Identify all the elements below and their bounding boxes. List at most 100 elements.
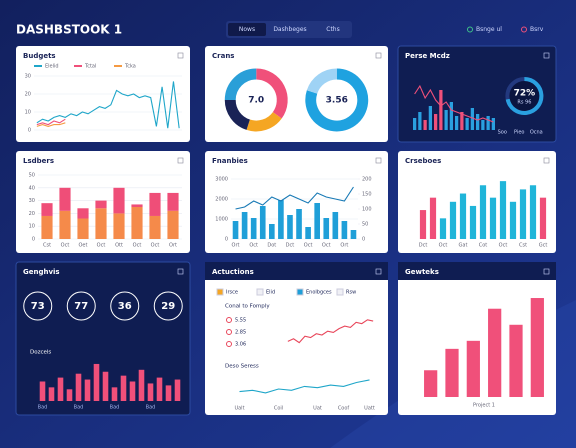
- bar: [423, 120, 427, 130]
- chart-title: Conal to Fomply: [225, 304, 270, 310]
- ring-value: 36: [118, 301, 132, 312]
- header-link[interactable]: Bsrv: [530, 26, 544, 33]
- bar: [341, 221, 348, 239]
- tick-label: 50: [362, 222, 368, 228]
- tab[interactable]: Cths: [326, 26, 339, 33]
- bar: [39, 381, 46, 401]
- panel: Lsdbers 0 10 20 30 40 50 Cst Oct Oet Oct Ott Oct Oct O…: [16, 151, 190, 253]
- panel: Gewteks Project 1: [398, 262, 556, 415]
- bar: [287, 215, 293, 239]
- link-icon[interactable]: [521, 26, 527, 33]
- panel-menu[interactable]: [177, 52, 184, 59]
- ring: [153, 291, 183, 321]
- bar: [95, 200, 107, 209]
- panel-menu[interactable]: [375, 52, 382, 59]
- bar: [445, 348, 459, 397]
- x-tick-label: Uatt: [364, 406, 375, 412]
- tick-label: 0: [362, 237, 365, 243]
- tick-label: 1000: [215, 217, 228, 223]
- panel-menu[interactable]: [543, 157, 550, 164]
- chip-label: Enolbgces: [306, 290, 332, 296]
- tick-label: 20: [29, 211, 35, 217]
- bar: [113, 187, 125, 214]
- panel-menu[interactable]: [543, 52, 550, 59]
- donut-center: 3.56: [326, 96, 348, 106]
- panel-title: Perse Mcdz: [405, 52, 450, 60]
- bar: [75, 373, 82, 401]
- bar: [465, 118, 469, 130]
- bar: [433, 114, 438, 130]
- bar: [250, 218, 257, 239]
- bar: [41, 203, 53, 216]
- line: [235, 186, 354, 210]
- bar: [278, 200, 284, 239]
- tick-label: 0: [32, 237, 35, 243]
- tick-label: 0: [225, 237, 228, 243]
- panel-menu[interactable]: [375, 268, 382, 275]
- donut-segment: [246, 111, 282, 132]
- bar: [489, 197, 497, 239]
- panel: Crans 7.0 3.56: [205, 46, 388, 142]
- panel-bg: [205, 262, 388, 415]
- tick-label: 30: [25, 74, 31, 80]
- panel: Genghvis 73 77 36 29 Dozcels Bad Bad Bad Bad: [15, 261, 191, 416]
- tick-label: 100: [362, 207, 372, 213]
- link-icon[interactable]: [467, 26, 473, 33]
- bar: [509, 201, 517, 239]
- bar: [459, 193, 467, 239]
- x-tick-label: Ort: [232, 243, 240, 249]
- tab-active: [228, 23, 266, 36]
- x-tick-label: Dot: [267, 243, 276, 249]
- tab[interactable]: Nows: [239, 26, 255, 33]
- panel-bg: [398, 151, 556, 253]
- header-link[interactable]: Bsnge ul: [476, 26, 502, 33]
- panel-menu[interactable]: [543, 268, 550, 275]
- item-dot: [226, 329, 232, 335]
- x-tick-label: Oct: [97, 243, 106, 249]
- line: [36, 81, 180, 129]
- tick-label: 40: [29, 185, 35, 191]
- panel: Perse Mcdz Soo Pieo Ocna 72%Rs 96: [397, 45, 557, 143]
- bar: [167, 192, 179, 211]
- ring-value: 77: [74, 301, 88, 312]
- line: [36, 122, 66, 127]
- item-label: 2.85: [235, 330, 246, 336]
- bar: [259, 206, 266, 239]
- item-dot: [226, 341, 232, 347]
- bar: [48, 387, 55, 401]
- bar: [488, 308, 502, 397]
- donut-segment: [306, 68, 338, 95]
- x-tick-label: Oct: [322, 243, 331, 249]
- bar: [469, 205, 477, 239]
- x-axis-label: Project 1: [473, 403, 495, 409]
- tick-label: 200: [362, 177, 372, 183]
- bar: [439, 90, 443, 130]
- tick-label: 20: [25, 92, 31, 98]
- x-tick-label: Bad: [38, 405, 48, 411]
- x-tick-label: Oct: [133, 243, 142, 249]
- panel-menu[interactable]: [375, 157, 382, 164]
- tab[interactable]: Dashbeges: [273, 26, 306, 33]
- bar: [466, 340, 480, 397]
- gauge-label: 72%: [514, 89, 536, 99]
- bar: [111, 387, 118, 401]
- tick-label: 10: [29, 224, 35, 230]
- x-tick-label: Cot: [479, 243, 488, 249]
- bar: [102, 371, 109, 401]
- bar: [93, 363, 100, 401]
- chip-label: Rsw: [346, 290, 356, 296]
- panel-menu[interactable]: [177, 268, 184, 275]
- bar: [412, 118, 417, 130]
- bar: [129, 381, 136, 401]
- x-tick-label: Ualt: [234, 406, 244, 412]
- bar: [429, 197, 437, 239]
- bar: [77, 208, 89, 219]
- bar: [475, 114, 480, 130]
- panel-menu[interactable]: [177, 157, 184, 164]
- tick-label: 3000: [215, 177, 228, 183]
- bar: [486, 116, 490, 130]
- bar: [418, 112, 422, 130]
- line: [239, 379, 370, 394]
- x-tick-label: Oct: [439, 243, 448, 249]
